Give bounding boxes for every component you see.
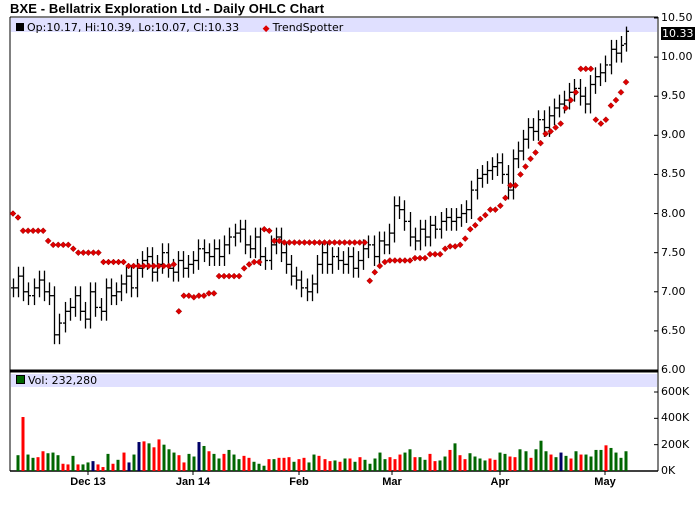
- price-tick-label: 7.00: [661, 284, 686, 298]
- volume-legend-swatch-icon: [16, 375, 25, 384]
- price-tick-label: 6.00: [661, 363, 686, 376]
- volume-legend-text: Vol: 232,280: [28, 374, 98, 387]
- x-tick-label: Jan 14: [175, 476, 211, 488]
- volume-tick-label: 600K: [661, 385, 690, 398]
- volume-tick-label: 400K: [661, 411, 690, 425]
- price-tick-label: 9.00: [661, 128, 686, 142]
- price-tick-label: 8.00: [661, 206, 686, 220]
- price-tick-label: 7.50: [661, 245, 686, 259]
- x-tick-label: Mar: [382, 476, 402, 488]
- price-tick-label: 10.00: [661, 50, 693, 64]
- volume-tick-label: 200K: [661, 437, 690, 451]
- chart-title: BXE - Bellatrix Exploration Ltd - Daily …: [10, 1, 325, 16]
- last-price-badge: 10.33: [661, 27, 695, 40]
- x-tick-label: May: [594, 476, 616, 488]
- price-legend: Op:10.17, Hi:10.39, Lo:10.07, Cl:10.33 ◆…: [16, 21, 343, 34]
- volume-tick-label: 0K: [661, 464, 676, 477]
- ohlc-legend-text: Op:10.17, Hi:10.39, Lo:10.07, Cl:10.33: [27, 21, 240, 34]
- price-tick-label: 6.50: [661, 323, 686, 337]
- x-tick-label: Dec 13: [70, 476, 106, 488]
- price-tick-label: 9.50: [661, 89, 686, 103]
- x-tick-label: Apr: [490, 476, 510, 488]
- ohlc-legend-swatch-icon: [16, 23, 24, 31]
- price-tick-label: 8.50: [661, 167, 686, 181]
- trendspotter-legend-icon: ◆: [262, 24, 270, 34]
- volume-legend: Vol: 232,280: [16, 374, 97, 387]
- x-tick-label: Feb: [289, 476, 309, 488]
- price-tick-label: 10.50: [661, 11, 693, 24]
- trendspotter-legend-label: TrendSpotter: [272, 21, 344, 34]
